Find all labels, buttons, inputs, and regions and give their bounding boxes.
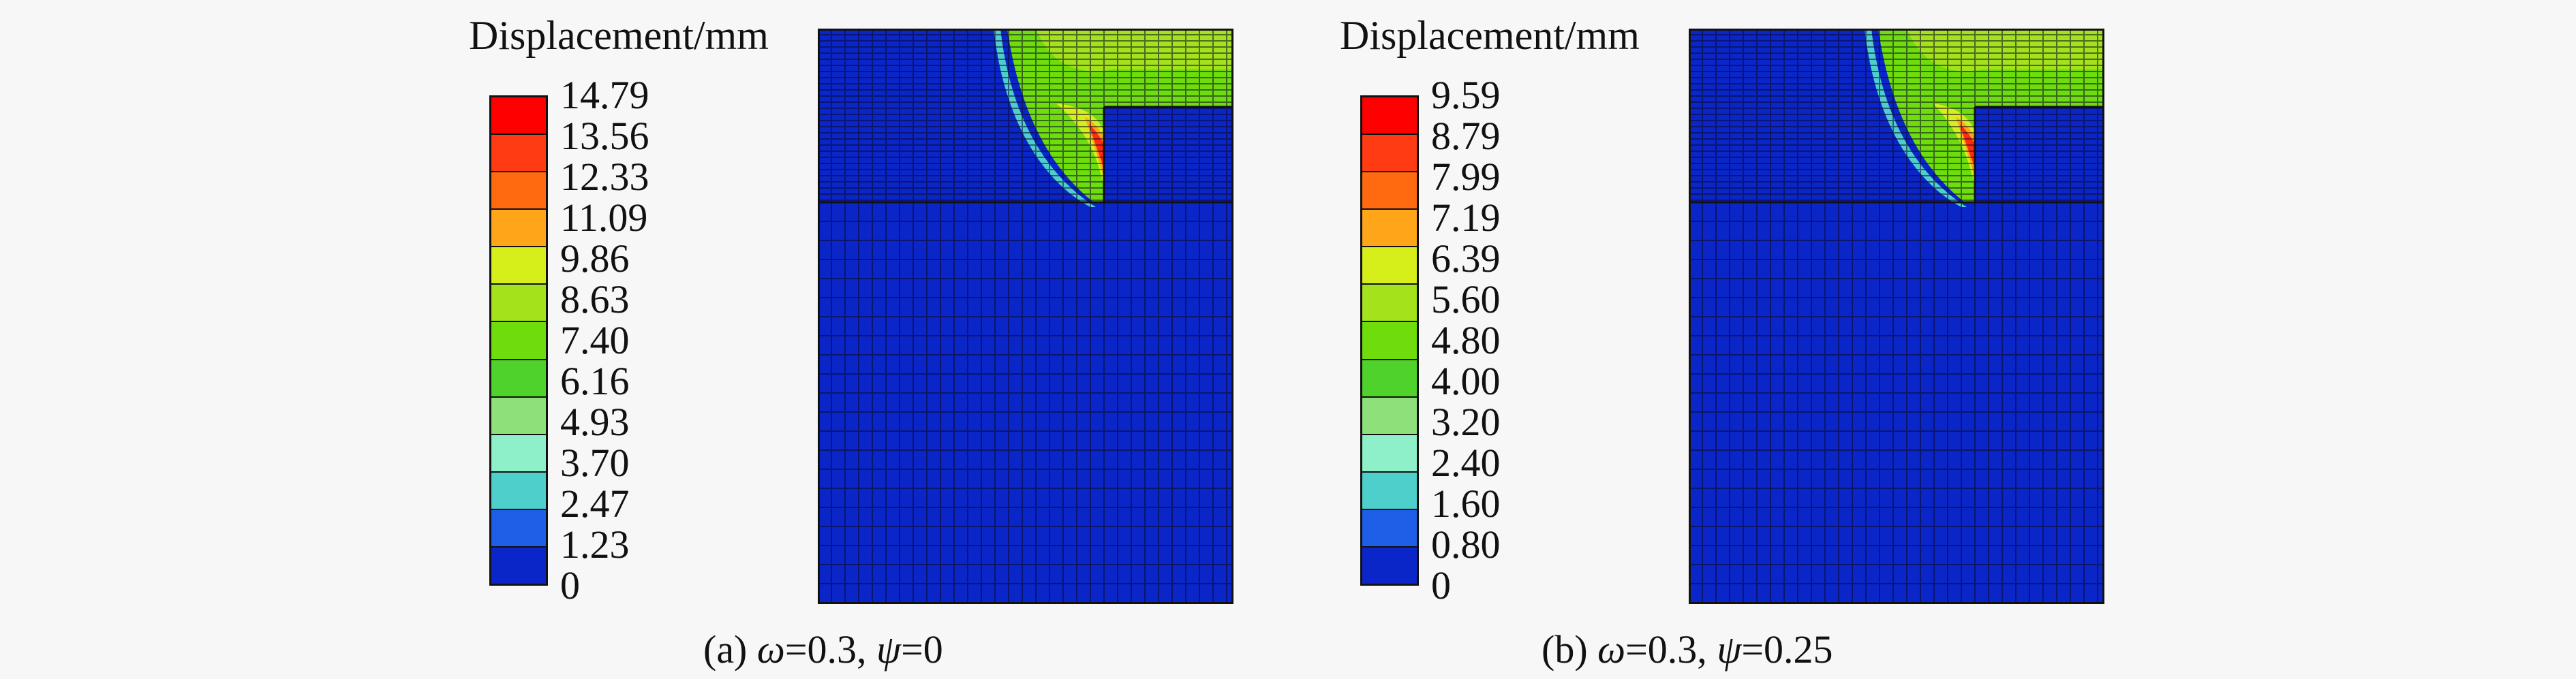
legend-tick-label: 12.33 [560,155,649,199]
legend-swatch [491,471,546,509]
legend-tick-label: 3.70 [560,441,630,485]
legend-swatch [1362,283,1417,321]
legend-tick-label: 6.39 [1431,236,1501,281]
legend-swatch [491,133,546,172]
legend-swatch [1362,358,1417,396]
legend-swatch [1362,133,1417,172]
lower-step-region [1975,107,2104,202]
legend-swatch [1362,246,1417,284]
legend-swatch [1362,396,1417,434]
legend-title: Displacement/mm [1340,13,1640,58]
legend-tick-label: 2.47 [560,481,630,526]
legend-swatch [491,358,546,396]
omega-symbol: ω [1597,627,1626,672]
legend-tick-label: 11.09 [560,195,648,240]
color-legend-bar [489,95,548,586]
legend-tick-label: 4.93 [560,400,630,444]
legend-swatch [491,546,546,584]
color-legend-bar [1360,95,1419,586]
lower-step-region [1104,107,1233,202]
figure-caption: (b) ω=0.3, ψ=0.25 [1542,627,1833,672]
legend-tick-label: 5.60 [1431,277,1501,321]
legend-swatch [491,283,546,321]
legend-tick-label: 0 [1431,563,1451,607]
caption-prefix: (a) [703,627,757,672]
panel-a: Displacement/mm 14.79 13.56 12.33 11.09 9.86… [436,0,1404,679]
mesh-border [1689,29,2104,604]
wedge-upper-zone [1036,29,1233,72]
omega-symbol: ω [756,627,785,672]
legend-tick-label: 0.80 [1431,522,1501,567]
legend-tick-labels: 9.59 8.79 7.99 7.19 6.39 5.60 4.80 4.00 3.20 2.40… [1431,76,1567,605]
legend-tick-label: 1.23 [560,522,630,567]
legend-tick-label: 4.00 [1431,359,1501,403]
legend-swatch [1362,508,1417,546]
legend-swatch [491,246,546,284]
legend-swatch [491,208,546,247]
legend-swatch [1362,321,1417,359]
displacement-contour-mesh [818,29,1233,604]
legend-swatch [491,396,546,434]
legend-swatch [1362,208,1417,247]
psi-value: =0.25 [1741,627,1833,672]
legend-swatch [1362,433,1417,471]
panel-b: Displacement/mm 9.59 8.79 7.99 7.19 6.39 5.60… [1307,0,2275,679]
legend-tick-label: 9.59 [1431,73,1501,117]
legend-tick-label: 3.20 [1431,400,1501,444]
omega-value: =0.3, [784,627,877,672]
legend-tick-label: 13.56 [560,114,649,158]
psi-value: =0 [901,627,943,672]
wedge-upper-zone [1907,29,2104,72]
legend-tick-label: 4.80 [1431,318,1501,362]
legend-tick-label: 8.63 [560,277,630,321]
legend-swatch [491,97,546,134]
legend-tick-label: 7.99 [1431,155,1501,199]
mesh-grid [818,29,1233,604]
legend-tick-label: 0 [560,563,580,607]
legend-swatch [1362,171,1417,209]
legend-tick-label: 1.60 [1431,481,1501,526]
mesh-grid [1689,29,2104,604]
psi-symbol: ψ [876,627,902,672]
legend-tick-label: 9.86 [560,236,630,281]
legend-swatch [491,171,546,209]
legend-swatch [491,508,546,546]
legend-tick-labels: 14.79 13.56 12.33 11.09 9.86 8.63 7.40 6.16 4.93… [560,76,696,605]
legend-swatch [491,433,546,471]
legend-tick-label: 7.40 [560,318,630,362]
legend-title: Displacement/mm [469,13,769,58]
figure-caption: (a) ω=0.3, ψ=0 [703,627,943,672]
legend-tick-label: 2.40 [1431,441,1501,485]
legend-tick-label: 8.79 [1431,114,1501,158]
psi-symbol: ψ [1717,627,1742,672]
omega-value: =0.3, [1625,627,1717,672]
legend-swatch [491,321,546,359]
legend-tick-label: 14.79 [560,73,649,117]
legend-swatch [1362,471,1417,509]
legend-tick-label: 7.19 [1431,195,1501,240]
legend-swatch [1362,97,1417,134]
displacement-contour-mesh [1689,29,2104,604]
mesh-border [818,29,1233,604]
legend-swatch [1362,546,1417,584]
legend-tick-label: 6.16 [560,359,630,403]
caption-prefix: (b) [1542,627,1598,672]
